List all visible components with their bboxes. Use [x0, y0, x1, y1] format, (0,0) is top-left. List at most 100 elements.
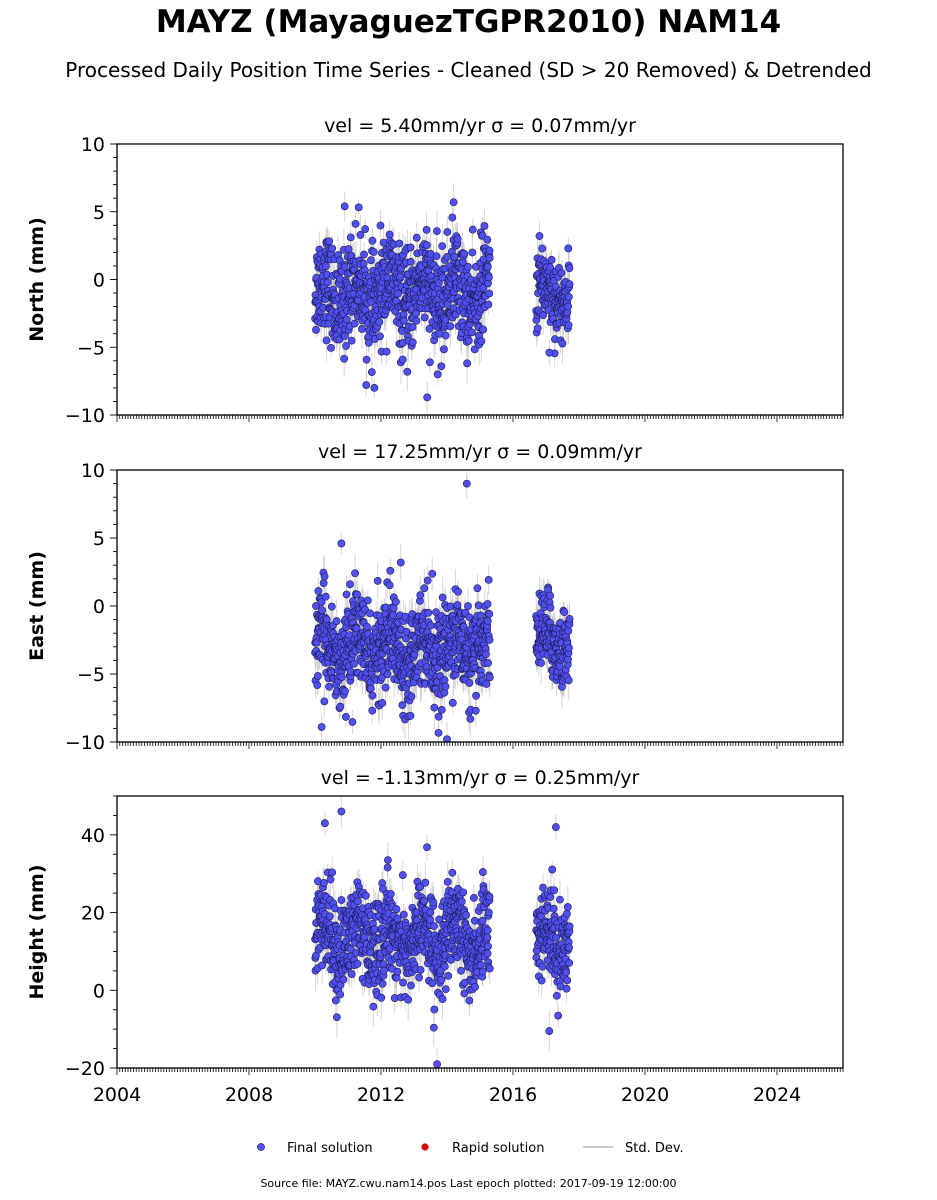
- data-point: [466, 714, 475, 723]
- data-point: [369, 248, 378, 256]
- data-point: [564, 293, 573, 301]
- data-point: [321, 262, 330, 271]
- data-point: [533, 324, 542, 333]
- data-point: [483, 263, 492, 271]
- data-point: [564, 244, 573, 253]
- data-point: [341, 687, 349, 696]
- data-point: [432, 227, 441, 236]
- data-point: [432, 252, 441, 260]
- data-point: [323, 278, 332, 287]
- data-point: [483, 600, 492, 608]
- data-point: [314, 587, 323, 595]
- y-tick-label: −10: [65, 732, 105, 754]
- data-point: [379, 238, 388, 247]
- data-point: [342, 342, 350, 350]
- data-point: [356, 231, 365, 239]
- data-point: [440, 676, 449, 684]
- data-point: [564, 627, 573, 635]
- data-point: [354, 203, 363, 212]
- data-point: [344, 245, 353, 253]
- data-point: [468, 225, 477, 234]
- data-point: [325, 682, 333, 691]
- data-point: [428, 569, 437, 578]
- data-point: [358, 325, 366, 333]
- data-point: [347, 336, 356, 345]
- data-point: [376, 221, 385, 230]
- data-point: [425, 324, 434, 333]
- data-point: [407, 692, 416, 701]
- data-point: [441, 682, 450, 691]
- data-point: [403, 367, 412, 376]
- data-layer: [311, 183, 574, 413]
- data-point: [476, 611, 485, 620]
- data-point: [416, 591, 425, 600]
- data-point: [485, 246, 494, 255]
- data-point: [327, 343, 335, 352]
- data-point: [438, 593, 447, 602]
- data-point: [420, 313, 429, 322]
- data-point: [560, 608, 569, 617]
- data-point: [398, 701, 407, 710]
- data-point: [362, 355, 371, 364]
- data-point: [465, 679, 474, 687]
- data-point: [385, 581, 394, 590]
- data-point: [363, 622, 371, 631]
- data-point: [441, 331, 450, 340]
- data-point: [422, 241, 431, 250]
- data-point: [437, 705, 446, 714]
- data-point: [389, 611, 397, 620]
- data-point: [564, 676, 573, 685]
- data-point: [448, 213, 457, 222]
- data-point: [412, 316, 421, 325]
- data-point: [391, 597, 400, 606]
- data-point: [479, 325, 488, 334]
- data-point: [535, 232, 544, 240]
- data-point: [319, 579, 328, 587]
- data-point: [434, 279, 443, 288]
- data-point: [485, 636, 494, 644]
- data-point: [366, 684, 375, 693]
- data-point: [352, 624, 361, 633]
- data-point: [346, 233, 355, 242]
- data-point: [398, 355, 407, 364]
- y-tick-label: 0: [93, 596, 105, 618]
- data-point: [340, 263, 349, 271]
- data-point: [353, 590, 362, 599]
- data-point: [434, 728, 443, 737]
- data-point: [350, 659, 358, 668]
- data-point: [565, 615, 574, 623]
- data-point: [340, 354, 349, 363]
- data-point: [453, 601, 462, 609]
- data-point: [378, 699, 387, 707]
- data-point: [341, 713, 350, 721]
- data-point: [360, 250, 368, 259]
- data-point: [467, 328, 476, 337]
- data-point: [545, 348, 554, 357]
- chart-subtitle: Processed Daily Position Time Series - C…: [65, 58, 872, 82]
- data-point: [314, 672, 322, 680]
- y-tick-label: 5: [93, 202, 105, 224]
- data-point: [385, 230, 394, 239]
- data-point: [538, 244, 547, 253]
- y-axis-label: East (mm): [26, 551, 48, 661]
- data-point: [366, 609, 374, 618]
- y-tick-label: −5: [77, 337, 105, 359]
- data-point: [376, 332, 384, 341]
- data-point: [539, 311, 547, 320]
- data-point: [402, 627, 411, 636]
- data-point: [383, 670, 392, 679]
- data-point: [454, 587, 462, 596]
- data-point: [318, 606, 326, 615]
- data-point: [337, 673, 346, 681]
- data-point: [325, 237, 334, 246]
- data-point: [557, 268, 566, 277]
- north-panel: vel = 5.40mm/yr σ = 0.07mm/yr North (mm) −…: [26, 115, 844, 427]
- panel-title: vel = 5.40mm/yr σ = 0.07mm/yr: [324, 115, 636, 137]
- data-point: [423, 393, 432, 402]
- data-layer: [311, 470, 574, 742]
- data-point: [382, 347, 391, 356]
- data-point: [546, 603, 555, 612]
- data-point: [322, 336, 331, 345]
- data-point: [363, 596, 372, 605]
